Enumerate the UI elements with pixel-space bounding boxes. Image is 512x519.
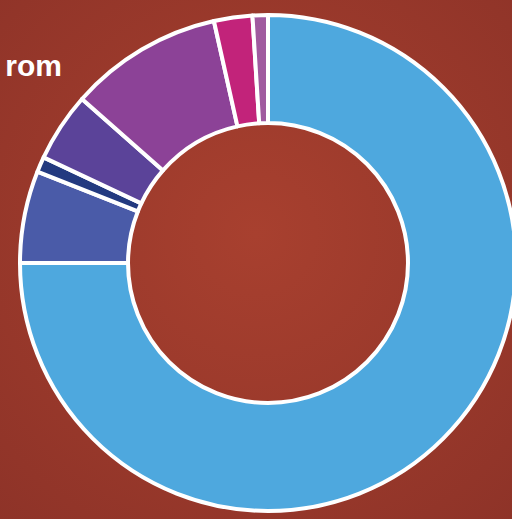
chart: rom: [0, 0, 512, 519]
slice: [82, 21, 237, 170]
slice: [252, 15, 268, 123]
slice: [20, 15, 512, 511]
donut: [20, 15, 512, 511]
title: rom: [5, 49, 62, 82]
